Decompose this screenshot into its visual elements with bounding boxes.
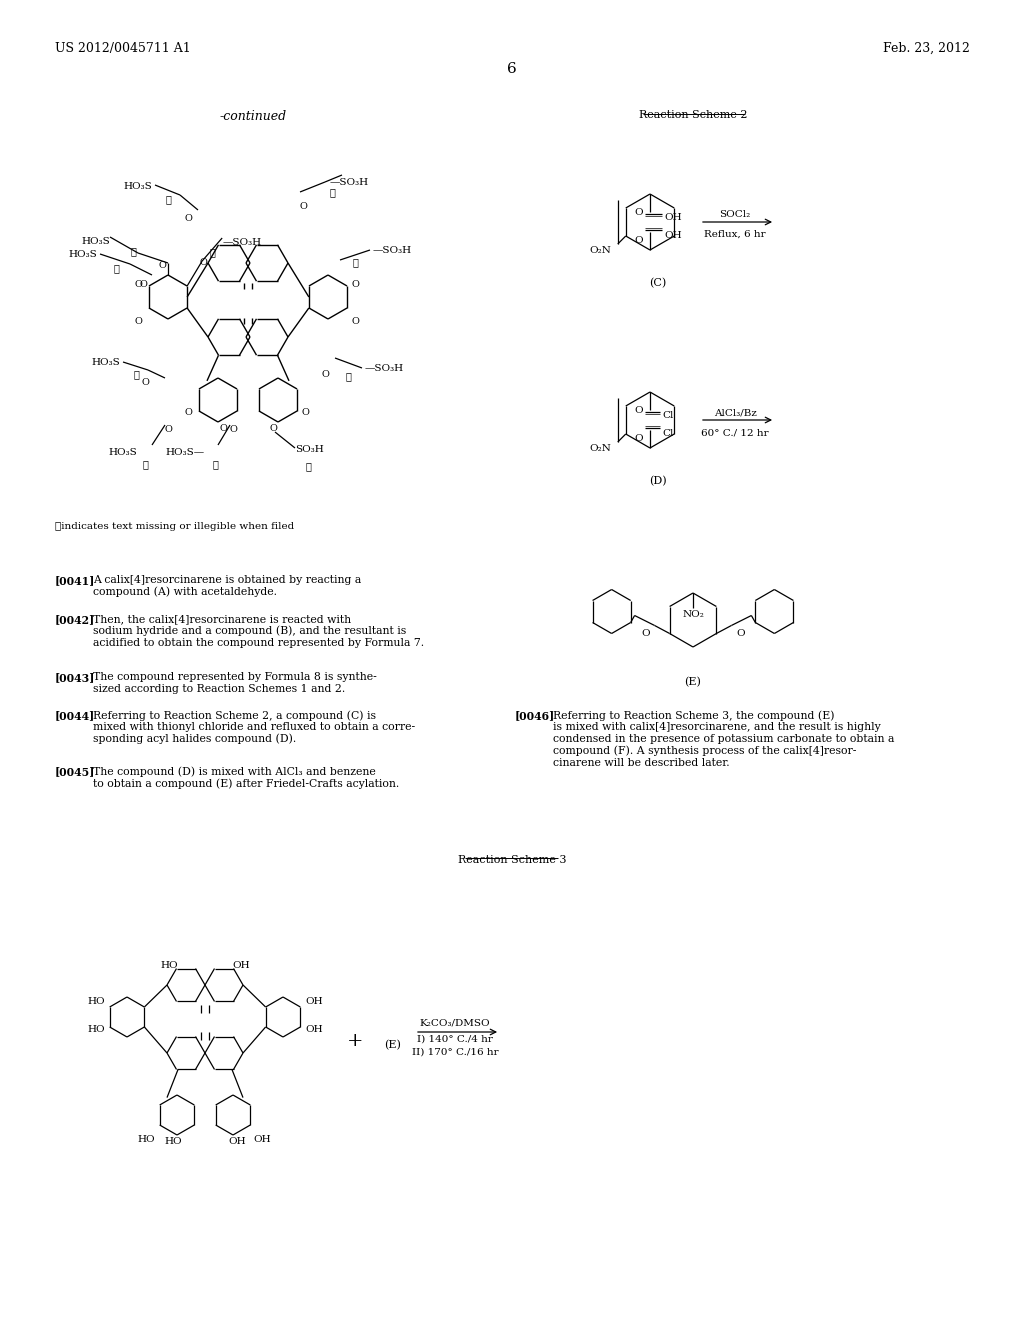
Text: ⓦ: ⓦ [209, 248, 215, 257]
Text: [0041]: [0041] [55, 576, 95, 586]
Text: Cl: Cl [662, 411, 674, 420]
Text: HO: HO [161, 961, 178, 970]
Text: US 2012/0045711 A1: US 2012/0045711 A1 [55, 42, 190, 55]
Text: HO₃S: HO₃S [123, 182, 152, 191]
Text: Cl: Cl [662, 429, 674, 438]
Text: O: O [199, 257, 207, 267]
Text: ⓦ: ⓦ [212, 459, 218, 469]
Text: HO: HO [87, 997, 105, 1006]
Text: O: O [641, 628, 649, 638]
Text: Feb. 23, 2012: Feb. 23, 2012 [883, 42, 970, 55]
Text: (E): (E) [685, 677, 701, 688]
Text: K₂CO₃/DMSO: K₂CO₃/DMSO [420, 1018, 490, 1027]
Text: OH: OH [664, 213, 682, 222]
Text: O: O [184, 214, 191, 223]
Text: ⓦ: ⓦ [130, 247, 136, 256]
Text: OH: OH [253, 1135, 270, 1144]
Text: O: O [352, 280, 359, 289]
Text: [0043]: [0043] [55, 672, 95, 682]
Text: O: O [164, 425, 172, 434]
Text: O₂N: O₂N [589, 444, 610, 453]
Text: Reaction Scheme 3: Reaction Scheme 3 [458, 855, 566, 865]
Text: The compound represented by Formula 8 is synthe-
sized according to Reaction Sch: The compound represented by Formula 8 is… [93, 672, 377, 693]
Text: HO: HO [137, 1135, 155, 1144]
Text: OH: OH [305, 997, 323, 1006]
Text: [0045]: [0045] [55, 766, 95, 777]
Text: [0042]: [0042] [55, 614, 95, 624]
Text: Referring to Reaction Scheme 2, a compound (C) is
mixed with thionyl chloride an: Referring to Reaction Scheme 2, a compou… [93, 710, 415, 744]
Text: (D): (D) [649, 477, 667, 486]
Text: -continued: -continued [219, 110, 287, 123]
Text: HO: HO [165, 1137, 182, 1146]
Text: A calix[4]resorcinarene is obtained by reacting a
compound (A) with acetaldehyde: A calix[4]resorcinarene is obtained by r… [93, 576, 361, 597]
Text: O: O [352, 317, 359, 326]
Text: ⓦ: ⓦ [352, 257, 358, 267]
Text: Then, the calix[4]resorcinarene is reacted with
sodium hydride and a compound (B: Then, the calix[4]resorcinarene is react… [93, 614, 424, 648]
Text: O₂N: O₂N [589, 246, 610, 255]
Text: OH: OH [228, 1137, 246, 1146]
Text: O: O [736, 628, 745, 638]
Text: HO₃S: HO₃S [109, 447, 137, 457]
Text: Reaction Scheme 2: Reaction Scheme 2 [639, 110, 748, 120]
Text: ⓦ: ⓦ [113, 264, 119, 273]
Text: SOCl₂: SOCl₂ [720, 210, 751, 219]
Text: O: O [299, 202, 307, 211]
Text: ⓦ: ⓦ [142, 459, 147, 469]
Text: O: O [635, 407, 643, 414]
Text: O: O [322, 370, 329, 379]
Text: (C): (C) [649, 279, 667, 288]
Text: Referring to Reaction Scheme 3, the compound (E)
is mixed with calix[4]resorcina: Referring to Reaction Scheme 3, the comp… [553, 710, 894, 768]
Text: O: O [184, 408, 193, 417]
Text: ⓦ: ⓦ [329, 187, 335, 197]
Text: SO₃H: SO₃H [295, 445, 324, 454]
Text: O: O [635, 434, 643, 444]
Text: —SO₃H: —SO₃H [365, 364, 404, 374]
Text: (E): (E) [385, 1040, 401, 1051]
Text: II) 170° C./16 hr: II) 170° C./16 hr [412, 1048, 499, 1057]
Text: OH: OH [305, 1026, 323, 1034]
Text: O: O [158, 261, 166, 271]
Text: OH: OH [664, 231, 682, 240]
Text: —SO₃H: —SO₃H [373, 246, 412, 255]
Text: O: O [219, 424, 227, 433]
Text: —SO₃H: —SO₃H [330, 178, 369, 187]
Text: [0044]: [0044] [55, 710, 95, 721]
Text: [0046]: [0046] [515, 710, 555, 721]
Text: NO₂: NO₂ [682, 610, 703, 619]
Text: HO₃S: HO₃S [91, 358, 120, 367]
Text: 6: 6 [507, 62, 517, 77]
Text: ⓦ: ⓦ [165, 195, 171, 205]
Text: ⓦ: ⓦ [133, 370, 139, 379]
Text: AlCl₃/Bz: AlCl₃/Bz [714, 408, 757, 417]
Text: I) 140° C./4 hr: I) 140° C./4 hr [417, 1035, 493, 1044]
Text: ⓦ: ⓦ [345, 372, 351, 381]
Text: OH: OH [232, 961, 250, 970]
Text: +: + [347, 1032, 364, 1049]
Text: O: O [141, 378, 148, 387]
Text: ⓦindicates text missing or illegible when filed: ⓦindicates text missing or illegible whe… [55, 521, 294, 531]
Text: O: O [635, 209, 643, 216]
Text: HO: HO [87, 1026, 105, 1034]
Text: HO₃S—: HO₃S— [166, 447, 205, 457]
Text: The compound (D) is mixed with AlCl₃ and benzene
to obtain a compound (E) after : The compound (D) is mixed with AlCl₃ and… [93, 766, 399, 789]
Text: 60° C./ 12 hr: 60° C./ 12 hr [701, 428, 769, 437]
Text: O: O [635, 236, 643, 246]
Text: HO₃S: HO₃S [81, 238, 110, 246]
Text: Reflux, 6 hr: Reflux, 6 hr [705, 230, 766, 239]
Text: O: O [269, 424, 276, 433]
Text: O: O [134, 280, 142, 289]
Text: O: O [134, 317, 142, 326]
Text: —SO₃H: —SO₃H [222, 238, 261, 247]
Text: O: O [302, 408, 310, 417]
Text: O: O [229, 425, 237, 434]
Text: ⓦ: ⓦ [305, 462, 311, 471]
Text: O: O [139, 280, 146, 289]
Text: HO₃S: HO₃S [69, 249, 97, 259]
